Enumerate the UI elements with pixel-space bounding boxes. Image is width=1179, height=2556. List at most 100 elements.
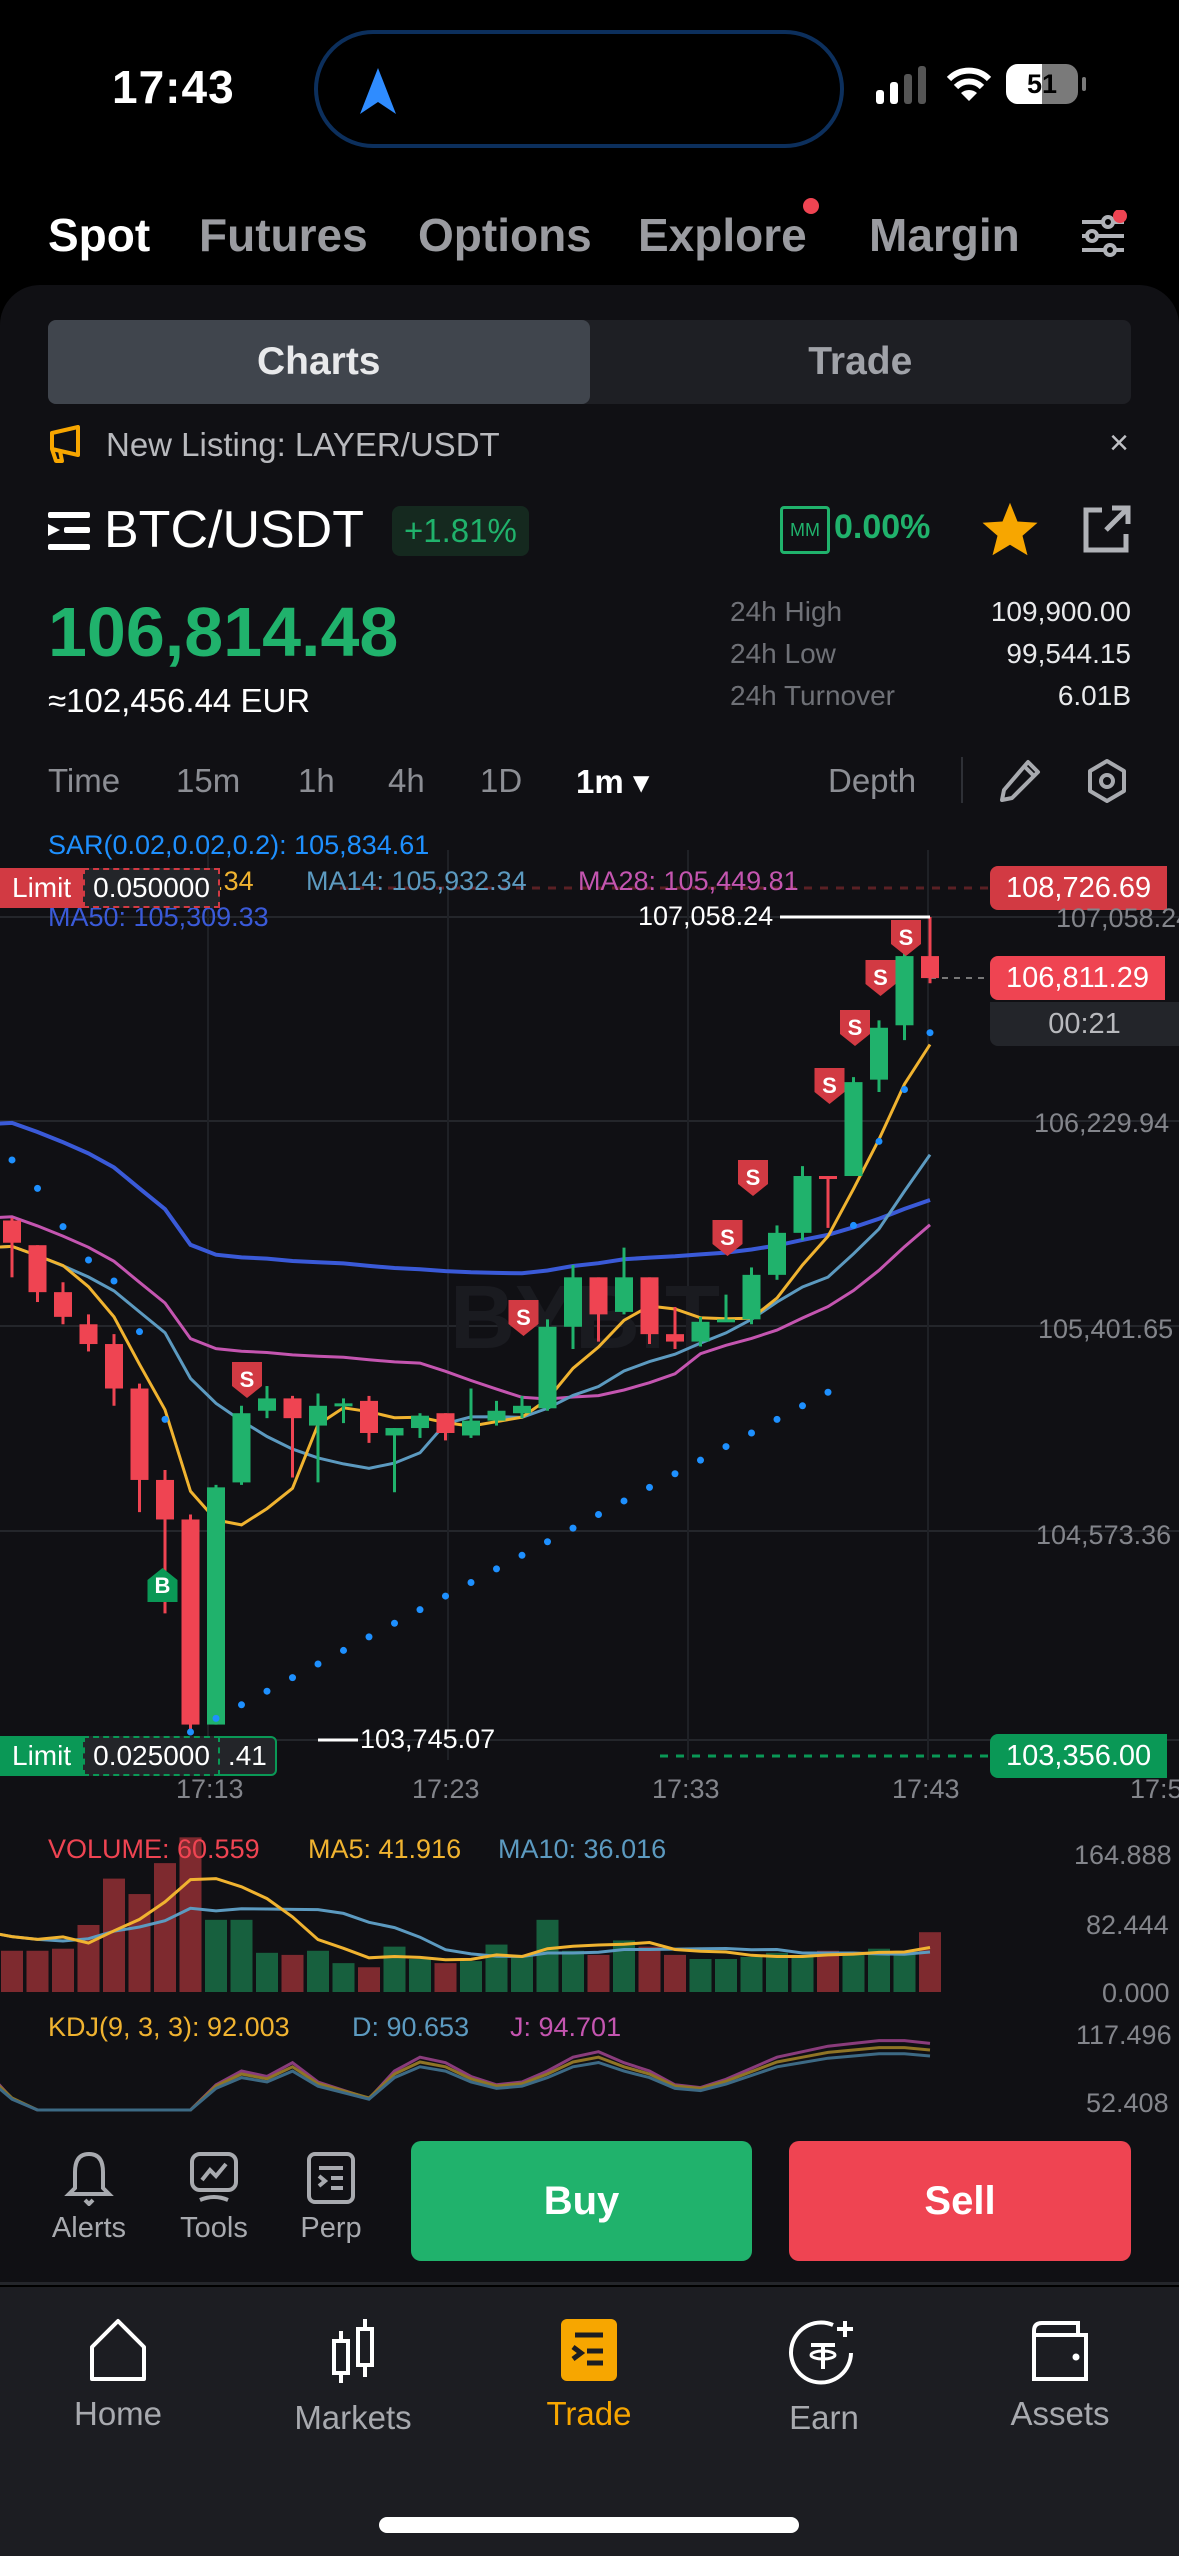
kdj-axis-tick: 52.408 <box>1086 2088 1169 2118</box>
y-axis-tick: 106,229.94 <box>1034 1108 1170 1138</box>
timeframe-bar: Time 15m 1h 4h 1D 1m ▾ Depth <box>48 757 1131 812</box>
timeframe-1d[interactable]: 1D <box>480 762 523 799</box>
announcement-text[interactable]: New Listing: LAYER/USDT <box>106 426 500 463</box>
notification-dot <box>803 198 819 214</box>
tab-label: Home <box>73 2395 163 2432</box>
chart-settings-icon[interactable] <box>1084 758 1130 804</box>
tools-label: Tools <box>180 2212 248 2244</box>
x-axis-tick: 17:5 <box>1130 1774 1179 1804</box>
candlestick-icon <box>332 2319 374 2383</box>
pair-name[interactable]: BTC/USDT <box>104 501 364 559</box>
pencil-draw-icon[interactable] <box>998 758 1042 804</box>
timeframe-1h[interactable]: 1h <box>298 762 335 799</box>
alerts-button[interactable]: Alerts <box>44 2150 134 2245</box>
svg-text:S: S <box>873 965 888 990</box>
nav-tab-explore[interactable]: Explore <box>638 209 807 261</box>
svg-text:S: S <box>516 1305 531 1330</box>
legend-sar: SAR(0.02,0.02,0.2): 105,834.61 <box>48 830 430 860</box>
svg-text:B: B <box>155 1573 171 1598</box>
legend-ma14: MA14: 105,932.34 <box>306 866 527 896</box>
tools-button[interactable]: Tools <box>169 2150 259 2245</box>
stat-label: 24h Turnover <box>730 680 895 711</box>
trade-icon <box>561 2319 617 2381</box>
alerts-label: Alerts <box>51 2212 127 2244</box>
limit-label: Limit <box>0 868 84 908</box>
x-axis-tick: 17:23 <box>412 1774 480 1804</box>
limit-qty: 0.050000 <box>83 868 220 908</box>
svg-text:S: S <box>240 1367 255 1392</box>
stat-label: 24h High <box>730 596 843 627</box>
stat-row-turnover: 24h Turnover 6.01B <box>730 680 1131 722</box>
chart-tools-icon <box>190 2152 238 2202</box>
pair-menu-icon[interactable] <box>48 512 90 552</box>
timeframe-15m[interactable]: 15m <box>176 762 241 799</box>
tab-charts[interactable]: Charts <box>48 320 590 404</box>
stat-label: 24h Low <box>730 638 836 669</box>
tab-label: Assets <box>1010 2395 1110 2432</box>
wifi-icon <box>946 67 992 101</box>
nav-tab-futures[interactable]: Futures <box>199 209 368 261</box>
depth-button[interactable]: Depth <box>828 762 917 799</box>
svg-text:S: S <box>746 1165 761 1190</box>
timeframe-time[interactable]: Time <box>48 762 121 799</box>
fiat-price: ≈102,456.44 EUR <box>48 682 311 719</box>
stat-row-high: 24h High 109,900.00 <box>730 596 1131 638</box>
limit-sell-order-tag[interactable]: Limit 0.050000 <box>0 868 220 908</box>
x-axis-tick: 17:13 <box>176 1774 244 1804</box>
legend-kdj-j: J: 94.701 <box>510 2012 622 2042</box>
pair-change-badge: +1.81% <box>392 506 529 556</box>
dynamic-island <box>314 30 844 148</box>
settings-sliders-icon[interactable] <box>1078 210 1128 260</box>
nav-tab-spot[interactable]: Spot <box>48 209 151 261</box>
divider <box>961 757 963 803</box>
nav-tab-margin[interactable]: Margin <box>869 209 1020 261</box>
sell-button[interactable]: Sell <box>789 2141 1131 2261</box>
share-external-icon[interactable] <box>1080 504 1132 556</box>
tab-earn[interactable]: Earn <box>724 2317 924 2437</box>
bell-icon <box>64 2151 114 2206</box>
limit-price-fragment: .41 <box>219 1736 277 1776</box>
svg-text:S: S <box>822 1073 837 1098</box>
legend-vol-ma5: MA5: 41.916 <box>308 1834 462 1864</box>
mm-badge: MM <box>780 506 830 554</box>
svg-text:S: S <box>720 1225 735 1250</box>
status-icons: 51 <box>876 64 1086 104</box>
limit-buy-order-tag[interactable]: Limit 0.025000 .41 <box>0 1736 277 1776</box>
last-price: 106,814.48 <box>48 593 399 671</box>
timeframe-4h[interactable]: 4h <box>388 762 425 799</box>
volume-axis-tick: 0.000 <box>1102 1978 1170 2008</box>
stat-value: 6.01B <box>1057 680 1131 711</box>
charts-trade-toggle: Charts Trade <box>48 320 1131 404</box>
tab-trade[interactable]: Trade <box>808 340 913 383</box>
tab-trade-nav[interactable]: Trade <box>489 2317 689 2433</box>
24h-stats: 24h High 109,900.00 24h Low 99,544.15 24… <box>730 596 1131 722</box>
action-bar: Alerts Tools Perp Buy Sell <box>0 2120 1179 2285</box>
svg-text:S: S <box>848 1015 863 1040</box>
x-axis-tick: 17:33 <box>652 1774 720 1804</box>
home-icon <box>90 2319 146 2381</box>
tab-label: Trade <box>546 2395 632 2432</box>
tab-home[interactable]: Home <box>18 2317 218 2433</box>
home-indicator[interactable] <box>379 2517 799 2533</box>
x-axis-tick: 17:43 <box>892 1774 960 1804</box>
y-axis-tick: 104,573.36 <box>1036 1520 1172 1550</box>
buy-button[interactable]: Buy <box>411 2141 752 2261</box>
favorite-star-icon[interactable] <box>980 500 1040 558</box>
close-announcement-icon[interactable]: × <box>1109 424 1129 462</box>
candle-countdown: 00:21 <box>990 1002 1179 1046</box>
timeframe-1m-dropdown[interactable]: 1m ▾ <box>576 763 650 800</box>
bottom-tab-bar: Home Markets Trade Earn <box>0 2287 1179 2556</box>
announcement-banner[interactable]: New Listing: LAYER/USDT × <box>48 420 1131 470</box>
earn-tether-icon <box>789 2320 853 2385</box>
limit-buy-price-tag: 103,356.00 <box>990 1734 1168 1778</box>
perp-button[interactable]: Perp <box>286 2150 376 2245</box>
volume-axis-tick: 82.444 <box>1086 1910 1169 1940</box>
nav-tab-options[interactable]: Options <box>418 209 592 261</box>
status-time: 17:43 <box>112 61 235 113</box>
battery-indicator: 51 <box>1006 64 1086 104</box>
limit-sell-price-tag: 108,726.69 <box>990 866 1168 910</box>
tab-assets[interactable]: Assets <box>960 2317 1160 2433</box>
tab-markets[interactable]: Markets <box>253 2317 453 2437</box>
tab-label: Earn <box>789 2399 859 2436</box>
